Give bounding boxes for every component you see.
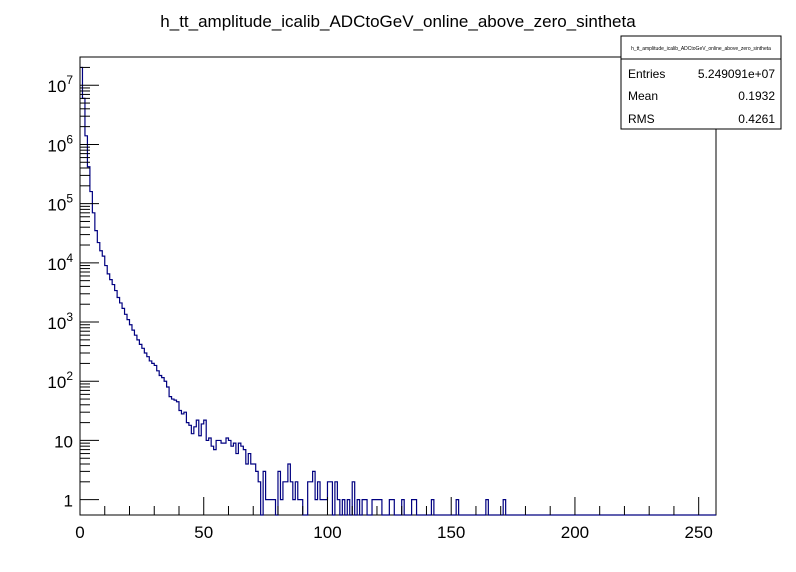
y-axis: 1 10 102 103 104 105 106 107 <box>47 56 99 511</box>
stats-entries-value: 5.249091e+07 <box>698 67 775 81</box>
x-tick-label: 250 <box>684 523 712 542</box>
stats-box: h_tt_amplitude_icalib_ADCtoGeV_online_ab… <box>620 35 782 130</box>
stats-rms-value: 0.4261 <box>738 112 775 126</box>
y-tick-label: 102 <box>47 369 73 392</box>
y-tick-label: 104 <box>47 251 73 274</box>
y-tick-label: 1 <box>64 492 73 511</box>
histogram-line <box>80 66 716 516</box>
x-tick-label: 0 <box>75 523 84 542</box>
histogram-series <box>80 66 716 516</box>
x-tick-label: 50 <box>194 523 213 542</box>
stats-box-border <box>620 35 782 130</box>
chart-title: h_tt_amplitude_icalib_ADCtoGeV_online_ab… <box>160 12 636 31</box>
stats-mean-label: Mean <box>628 89 658 103</box>
x-axis: 0 50 100 150 200 250 <box>75 497 713 542</box>
x-tick-label: 100 <box>313 523 341 542</box>
y-tick-label: 105 <box>47 192 73 215</box>
stats-mean-value: 0.1932 <box>738 89 775 103</box>
y-tick-label: 103 <box>47 310 73 333</box>
y-tick-label: 10 <box>54 432 73 451</box>
y-tick-label: 106 <box>47 132 73 155</box>
y-tick-label: 107 <box>47 73 73 96</box>
x-tick-label: 200 <box>561 523 589 542</box>
stats-box-title: h_tt_amplitude_icalib_ADCtoGeV_online_ab… <box>631 46 771 52</box>
x-tick-label: 150 <box>437 523 465 542</box>
stats-entries-label: Entries <box>628 67 665 81</box>
stats-rms-label: RMS <box>628 112 655 126</box>
